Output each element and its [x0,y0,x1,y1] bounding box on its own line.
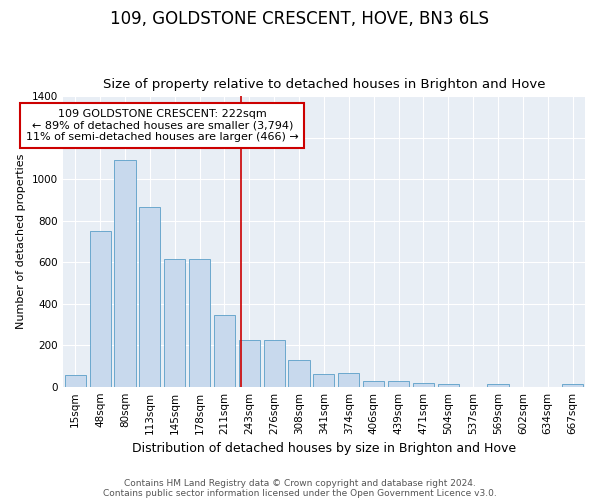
Bar [487,384,509,386]
Bar [388,382,409,386]
Bar [65,376,86,386]
Bar [413,383,434,386]
X-axis label: Distribution of detached houses by size in Brighton and Hove: Distribution of detached houses by size … [132,442,516,455]
Bar [139,208,160,386]
Text: 109, GOLDSTONE CRESCENT, HOVE, BN3 6LS: 109, GOLDSTONE CRESCENT, HOVE, BN3 6LS [110,10,490,28]
Bar [338,372,359,386]
Title: Size of property relative to detached houses in Brighton and Hove: Size of property relative to detached ho… [103,78,545,91]
Bar [164,259,185,386]
Y-axis label: Number of detached properties: Number of detached properties [16,154,26,329]
Bar [437,384,459,386]
Bar [89,231,110,386]
Bar [115,160,136,386]
Text: Contains public sector information licensed under the Open Government Licence v3: Contains public sector information licen… [103,488,497,498]
Bar [214,315,235,386]
Text: Contains HM Land Registry data © Crown copyright and database right 2024.: Contains HM Land Registry data © Crown c… [124,478,476,488]
Bar [239,340,260,386]
Bar [313,374,334,386]
Bar [263,340,285,386]
Bar [289,360,310,386]
Bar [363,382,384,386]
Bar [562,384,583,386]
Text: 109 GOLDSTONE CRESCENT: 222sqm
← 89% of detached houses are smaller (3,794)
11% : 109 GOLDSTONE CRESCENT: 222sqm ← 89% of … [26,109,299,142]
Bar [189,259,210,386]
